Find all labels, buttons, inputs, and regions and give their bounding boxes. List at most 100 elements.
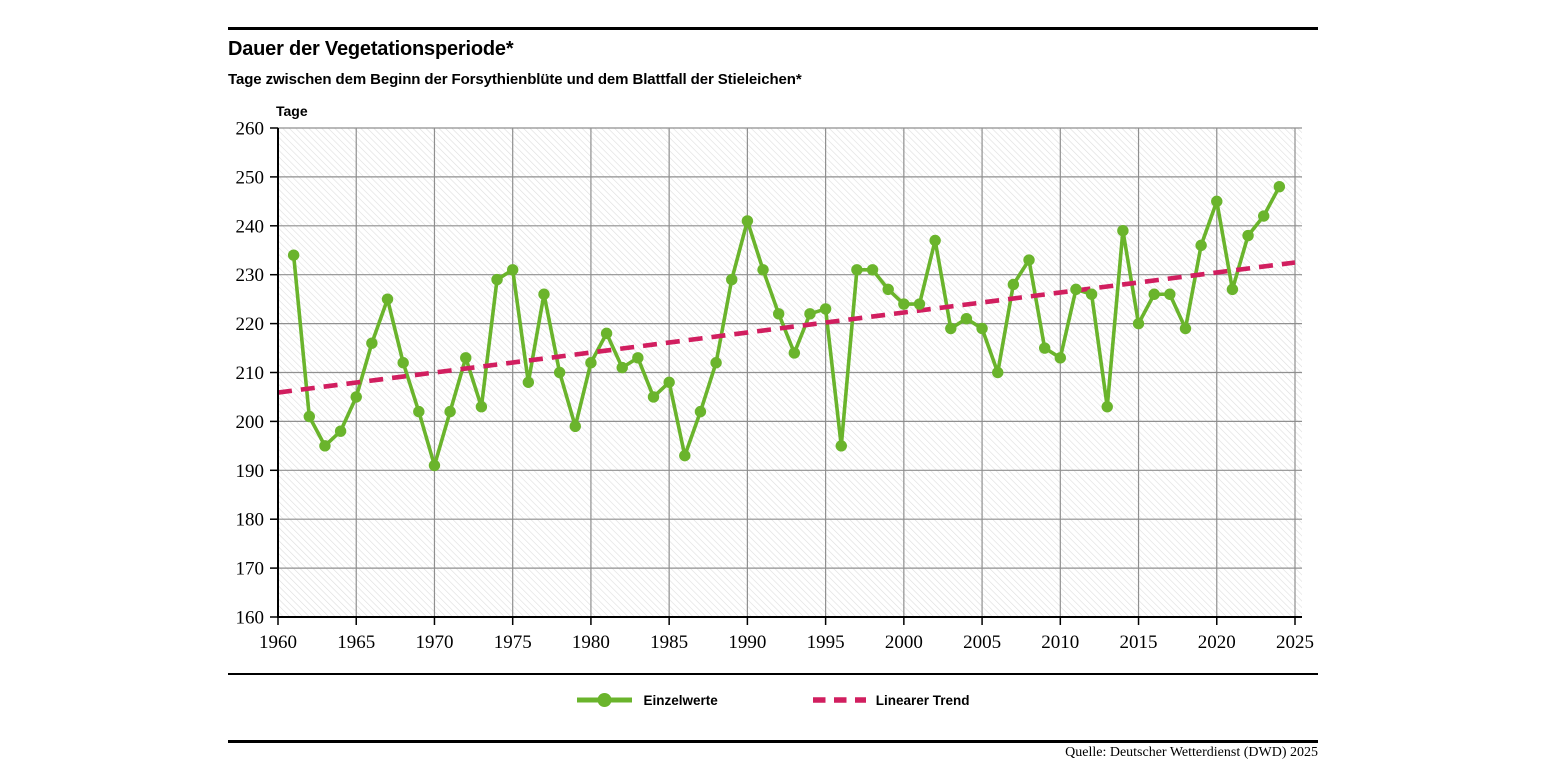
y-tick-labels: 160 170 180 190 200 210 220 230 240 250 260 <box>236 119 265 629</box>
dashed-line-swatch-icon <box>812 697 866 703</box>
data-point <box>757 264 769 276</box>
x-tick-label: 2005 <box>963 632 1001 653</box>
axes <box>270 127 1302 625</box>
data-point <box>1226 283 1239 296</box>
data-point <box>1258 210 1270 222</box>
legend-item-linearer-trend: Linearer Trend <box>812 692 970 708</box>
data-point <box>804 308 816 320</box>
y-tick-label: 250 <box>236 167 265 188</box>
data-point <box>350 391 362 403</box>
data-point <box>491 273 503 286</box>
x-tick-label: 1975 <box>494 632 532 653</box>
legend-label-linearer-trend: Linearer Trend <box>875 692 970 708</box>
data-point <box>1273 180 1286 193</box>
x-tick-labels: 1960 1965 1970 1975 1980 1985 1990 1995 2000 2005… <box>259 632 1314 653</box>
y-tick-label: 190 <box>236 461 265 482</box>
data-point <box>334 425 347 437</box>
data-point <box>1038 342 1051 354</box>
y-tick-label: 220 <box>236 314 265 335</box>
data-point <box>460 352 472 364</box>
x-tick-label: 1990 <box>728 632 766 653</box>
data-point <box>506 264 519 276</box>
data-point <box>1179 322 1192 335</box>
data-point <box>397 357 409 369</box>
legend-item-einzelwerte: Einzelwerte <box>576 692 718 708</box>
data-point <box>1148 288 1160 300</box>
data-point <box>632 352 644 364</box>
data-point <box>992 366 1004 379</box>
y-tick-label: 170 <box>236 559 265 580</box>
data-point <box>976 322 988 335</box>
data-point <box>600 327 613 340</box>
data-point <box>585 357 597 369</box>
data-point <box>741 215 754 227</box>
data-point <box>569 420 581 432</box>
data-point <box>1023 254 1035 266</box>
data-point <box>710 357 722 369</box>
y-tick-label: 200 <box>236 412 265 433</box>
x-tick-label: 2000 <box>885 632 923 653</box>
data-point <box>319 440 331 452</box>
x-tick-label: 1980 <box>572 632 610 653</box>
x-tick-label: 1960 <box>259 632 297 653</box>
data-point <box>835 440 847 452</box>
data-point <box>819 303 832 315</box>
data-point <box>1101 401 1113 413</box>
data-point <box>1070 283 1082 296</box>
data-point <box>1117 224 1129 237</box>
x-tick-label: 2025 <box>1276 632 1314 653</box>
bottom-rule <box>228 740 1318 743</box>
x-tick-label: 1985 <box>650 632 688 653</box>
data-point <box>679 449 691 462</box>
data-point <box>726 273 738 286</box>
data-point <box>1242 229 1254 242</box>
data-point <box>366 337 378 349</box>
data-point <box>647 391 660 403</box>
y-tick-label: 180 <box>236 510 265 531</box>
data-point <box>538 288 550 300</box>
data-point <box>287 249 300 261</box>
y-tick-label: 160 <box>236 608 265 629</box>
y-tick-label: 210 <box>236 363 265 384</box>
data-point <box>522 376 535 388</box>
x-tick-label: 1995 <box>807 632 845 653</box>
chart-legend: Einzelwerte Linearer Trend <box>228 692 1318 708</box>
data-point <box>772 308 785 320</box>
legend-divider-rule <box>228 673 1318 675</box>
y-tick-label: 230 <box>236 265 265 286</box>
data-point <box>303 410 315 423</box>
legend-label-einzelwerte: Einzelwerte <box>643 692 718 708</box>
data-point <box>788 347 801 359</box>
top-rule <box>228 27 1318 30</box>
y-axis-title: Tage <box>276 103 308 119</box>
x-tick-label: 2010 <box>1041 632 1079 653</box>
data-point <box>444 405 456 418</box>
data-point <box>428 459 441 472</box>
line-with-dot-swatch-icon <box>577 693 633 707</box>
data-point <box>663 376 675 388</box>
y-tick-label: 240 <box>236 216 265 237</box>
x-tick-label: 1970 <box>415 632 453 653</box>
data-point <box>616 361 628 374</box>
data-point <box>1054 352 1067 364</box>
vegetation-period-line-chart: 1960 1965 1970 1975 1980 1985 1990 1995 2000 2005… <box>236 119 1315 654</box>
data-point <box>694 405 707 418</box>
x-tick-label: 2020 <box>1198 632 1236 653</box>
y-tick-label: 260 <box>236 119 265 140</box>
x-tick-label: 1965 <box>337 632 375 653</box>
page-subtitle: Tage zwischen dem Beginn der Forsythienb… <box>228 71 802 88</box>
data-point <box>381 293 394 305</box>
series-points-einzelwerte <box>287 180 1286 472</box>
data-point <box>1007 278 1020 291</box>
data-point <box>945 322 957 335</box>
series-line-einzelwerte <box>291 184 1282 468</box>
trend-line-linearer-trend <box>277 260 1296 395</box>
data-point <box>1195 239 1207 252</box>
data-point <box>475 401 488 413</box>
data-point <box>1132 317 1145 330</box>
data-point <box>929 234 941 247</box>
x-tick-label: 2015 <box>1120 632 1158 653</box>
source-note: Quelle: Deutscher Wetterdienst (DWD) 202… <box>1065 745 1318 760</box>
page-title: Dauer der Vegetationsperiode* <box>228 38 514 60</box>
data-point <box>913 298 926 310</box>
